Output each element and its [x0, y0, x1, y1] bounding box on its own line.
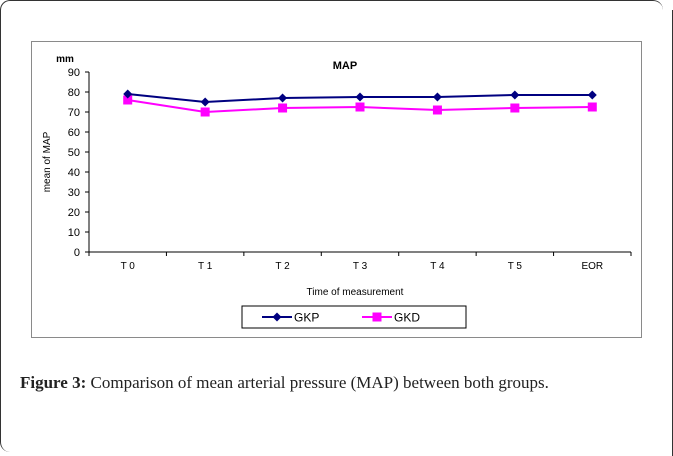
legend-box — [241, 305, 467, 329]
x-tick-label: T 4 — [430, 261, 445, 272]
legend-marker-gkd — [372, 312, 382, 322]
x-tick-label: T 5 — [508, 261, 523, 272]
legend-label-gkp: GKP — [294, 311, 319, 325]
figure-frame — [0, 0, 663, 452]
y-tick-label: 40 — [68, 167, 80, 179]
data-point-gkd — [123, 95, 133, 105]
data-point-gkd — [587, 102, 597, 112]
figure-caption-text: Comparison of mean arterial pressure (MA… — [90, 373, 549, 392]
x-tick-label: T 3 — [353, 261, 368, 272]
x-tick-label: T 2 — [275, 261, 290, 272]
y-tick-label: 50 — [68, 147, 80, 159]
data-point-gkd — [432, 105, 442, 115]
y-axis-label: mean of MAP — [42, 131, 53, 192]
chart-title: MAP — [333, 60, 357, 72]
figure-label: Figure 3: — [20, 373, 87, 392]
x-axis-label: Time of measurement — [307, 287, 404, 298]
data-point-gkp — [587, 90, 597, 100]
data-point-gkd — [510, 103, 520, 113]
data-point-gkp — [200, 97, 210, 107]
y-tick-label: 10 — [68, 227, 80, 239]
y-tick-label: 60 — [68, 127, 80, 139]
y-tick-label: 30 — [68, 187, 80, 199]
y-unit-label: mm — [56, 54, 74, 65]
y-tick-label: 70 — [68, 107, 80, 119]
data-point-gkp — [278, 93, 288, 103]
x-tick-label: T 1 — [198, 261, 213, 272]
data-point-gkp — [510, 90, 520, 100]
data-point-gkp — [123, 89, 133, 99]
x-tick-label: T 0 — [121, 261, 136, 272]
data-point-gkp — [355, 92, 365, 102]
legend-marker-gkp — [272, 312, 282, 322]
data-point-gkd — [355, 102, 365, 112]
chart-area — [31, 41, 642, 338]
legend-label-gkd: GKD — [394, 311, 420, 325]
y-tick-label: 90 — [68, 67, 80, 79]
x-tick-label: EOR — [581, 261, 603, 272]
figure-caption: Figure 3: Comparison of mean arterial pr… — [20, 370, 660, 395]
y-tick-label: 20 — [68, 207, 80, 219]
y-tick-label: 80 — [68, 87, 80, 99]
data-point-gkd — [200, 107, 210, 117]
data-point-gkd — [278, 103, 288, 113]
data-point-gkp — [432, 92, 442, 102]
y-tick-label: 0 — [74, 247, 80, 259]
